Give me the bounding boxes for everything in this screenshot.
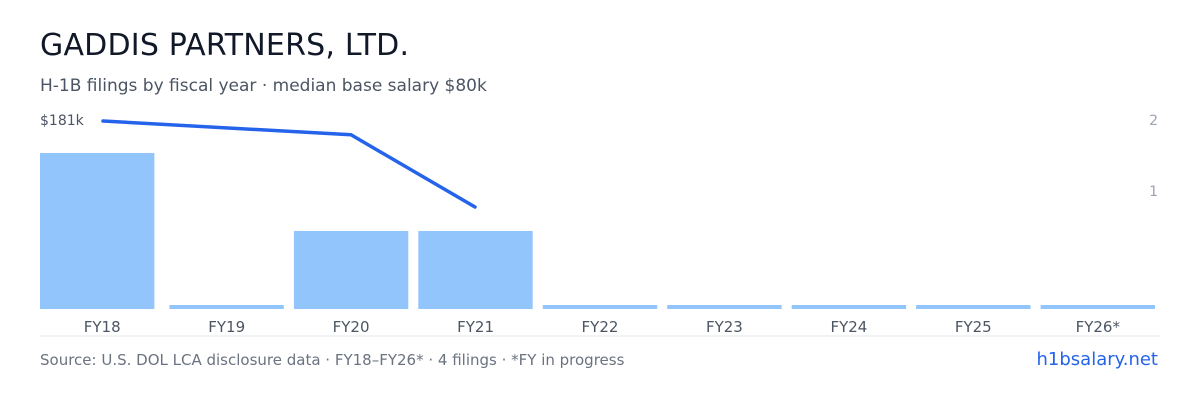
bar-fy20 bbox=[293, 231, 409, 309]
x-tick-label: FY18 bbox=[84, 318, 121, 336]
bar-fy22 bbox=[542, 305, 658, 309]
brand-link[interactable]: h1bsalary.net bbox=[1036, 349, 1158, 370]
x-tick-label: FY23 bbox=[706, 318, 743, 336]
chart-subtitle: H-1B filings by fiscal year · median bas… bbox=[40, 76, 487, 96]
right-axis-tick: 1 bbox=[1149, 184, 1158, 200]
bar-fy18 bbox=[40, 153, 155, 309]
bar-fy19 bbox=[169, 305, 284, 309]
x-tick-label: FY24 bbox=[830, 318, 867, 336]
bar-fy21 bbox=[418, 231, 533, 309]
bar-fy24 bbox=[791, 305, 907, 309]
bar-fy26-partial bbox=[1040, 305, 1155, 309]
x-tick-label: FY26* bbox=[1076, 318, 1121, 336]
x-tick-label: FY22 bbox=[582, 318, 619, 336]
page-title: GADDIS PARTNERS, LTD. bbox=[40, 28, 410, 63]
x-tick-label: FY25 bbox=[955, 318, 992, 336]
x-tick-label: FY21 bbox=[457, 318, 494, 336]
salary-line bbox=[101, 119, 477, 209]
x-tick-label: FY20 bbox=[333, 318, 370, 336]
left-axis-tick: $181k bbox=[40, 113, 85, 129]
right-axis-tick: 2 bbox=[1149, 113, 1158, 129]
footer-source: Source: U.S. DOL LCA disclosure data · F… bbox=[40, 351, 625, 369]
x-tick-label: FY19 bbox=[208, 318, 245, 336]
bar-fy25 bbox=[916, 305, 1031, 309]
bar-fy23 bbox=[667, 305, 782, 309]
